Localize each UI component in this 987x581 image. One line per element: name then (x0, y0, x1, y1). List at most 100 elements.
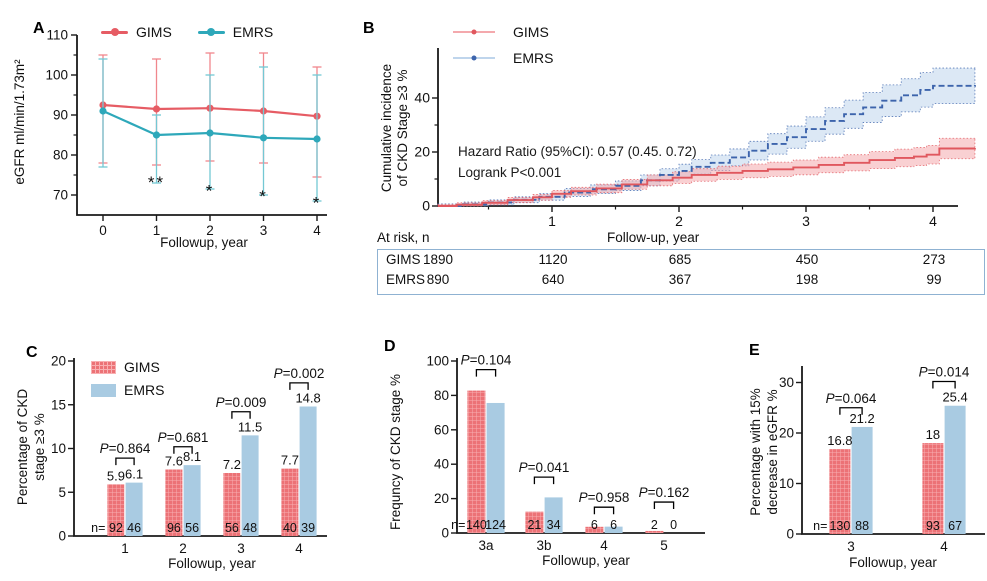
svg-text:n=: n= (91, 521, 105, 535)
svg-text:3: 3 (847, 539, 855, 554)
svg-text:20: 20 (434, 491, 449, 506)
svg-text:2: 2 (206, 223, 214, 238)
svg-text:34: 34 (547, 518, 561, 532)
svg-text:5: 5 (660, 538, 668, 553)
svg-text:16.8: 16.8 (827, 433, 852, 448)
panel-label-d: D (384, 338, 396, 355)
svg-text:3: 3 (260, 223, 268, 238)
legend-panel-c: GIMS EMRS (91, 359, 164, 398)
svg-text:100: 100 (426, 354, 449, 369)
panel-label-c: C (26, 344, 38, 361)
logrank-line: Logrank P<0.001 (458, 165, 562, 180)
svg-text:P=0.064: P=0.064 (826, 391, 877, 406)
svg-text:7.2: 7.2 (223, 457, 241, 472)
svg-text:3: 3 (237, 541, 245, 556)
legend-label: GIMS (513, 24, 549, 40)
svg-text:**: ** (148, 173, 165, 192)
svg-text:5: 5 (58, 485, 66, 500)
svg-text:140: 140 (466, 518, 487, 532)
svg-text:110: 110 (46, 28, 68, 43)
svg-text:1: 1 (548, 213, 556, 229)
risk-value: 450 (795, 252, 819, 267)
hazard-ratio-line: Hazard Ratio (95%CI): 0.57 (0.45. 0.72) (458, 144, 697, 159)
svg-text:stage ≥3 %: stage ≥3 % (32, 413, 47, 480)
svg-text:21: 21 (527, 518, 541, 532)
legend-item-emrs: EMRS (453, 50, 553, 66)
svg-text:P=0.681: P=0.681 (158, 430, 209, 445)
svg-text:56: 56 (185, 521, 199, 535)
risk-value: 1120 (538, 252, 568, 267)
panel-label-a: A (33, 20, 45, 37)
series-emrs (98, 58, 322, 202)
svg-text:100: 100 (45, 68, 68, 83)
svg-text:21.2: 21.2 (849, 411, 874, 426)
svg-text:48: 48 (243, 521, 257, 535)
risk-value: 1890 (422, 252, 454, 267)
svg-text:0: 0 (58, 529, 66, 544)
svg-text:P=0.009: P=0.009 (216, 395, 267, 410)
svg-text:40: 40 (414, 90, 430, 106)
svg-text:3b: 3b (536, 538, 551, 553)
risk-row-emrs: EMRS 890 640 367 198 99 (378, 272, 984, 290)
svg-text:56: 56 (225, 521, 239, 535)
svg-text:6: 6 (591, 518, 598, 532)
svg-text:90: 90 (53, 108, 68, 123)
svg-text:Percentage with 15%: Percentage with 15% (748, 388, 763, 516)
curve-gims (437, 147, 976, 207)
risk-value: 367 (668, 272, 692, 287)
svg-text:80: 80 (53, 148, 68, 163)
emrs-bar-swatch (91, 383, 116, 397)
svg-text:1: 1 (153, 223, 161, 238)
svg-text:30: 30 (779, 375, 794, 390)
svg-text:7.6: 7.6 (165, 454, 183, 469)
panel-label-e: E (749, 342, 760, 359)
svg-text:P=0.162: P=0.162 (639, 485, 690, 500)
svg-text:P=0.041: P=0.041 (519, 460, 570, 475)
svg-text:46: 46 (127, 521, 141, 535)
svg-text:P=0.014: P=0.014 (919, 364, 970, 379)
risk-value: 198 (795, 272, 819, 287)
svg-text:10: 10 (779, 476, 794, 491)
legend-item-gims: GIMS (91, 359, 164, 375)
svg-text:4: 4 (295, 541, 303, 556)
legend-panel-b: GIMS EMRS (453, 24, 553, 66)
svg-text:4: 4 (313, 223, 321, 238)
svg-text:40: 40 (283, 521, 297, 535)
svg-text:Followup, year: Followup, year (849, 555, 937, 570)
gims-dot-swatch (110, 28, 119, 36)
legend-panel-a: GIMS EMRS (101, 24, 273, 40)
svg-text:5.9: 5.9 (107, 468, 125, 483)
svg-text:25.4: 25.4 (942, 390, 967, 405)
risk-value: 640 (541, 272, 565, 287)
svg-text:of CKD Stage ≥3 %: of CKD Stage ≥3 % (395, 70, 410, 187)
svg-text:60: 60 (434, 422, 449, 437)
risk-row-name: GIMS (386, 252, 421, 267)
svg-text:20: 20 (779, 426, 794, 441)
svg-text:P=0.958: P=0.958 (579, 490, 630, 505)
risk-value: 685 (668, 252, 692, 267)
svg-text:18: 18 (926, 427, 940, 442)
svg-text:39: 39 (301, 521, 315, 535)
risk-table: GIMS 1890 1120 685 450 273 EMRS 890 640 … (377, 249, 985, 295)
svg-text:6: 6 (610, 518, 617, 532)
legend-label: EMRS (513, 50, 554, 66)
risk-row-gims: GIMS 1890 1120 685 450 273 (378, 252, 984, 270)
svg-text:40: 40 (434, 457, 449, 472)
gims-line-swatch (101, 28, 128, 36)
svg-text:Followup, year: Followup, year (168, 556, 256, 571)
svg-text:1: 1 (121, 541, 129, 556)
svg-text:130: 130 (829, 519, 850, 533)
legend-item-gims: GIMS (453, 24, 553, 40)
svg-text:0: 0 (786, 527, 794, 542)
svg-text:n=: n= (451, 518, 465, 532)
svg-text:2: 2 (179, 541, 187, 556)
risk-value: 273 (922, 252, 946, 267)
svg-text:n=: n= (813, 519, 827, 533)
svg-text:4: 4 (940, 539, 948, 554)
emrs-dot-swatch (471, 55, 477, 61)
svg-text:0: 0 (670, 518, 677, 532)
svg-text:3: 3 (802, 213, 810, 229)
svg-text:Cumulative incidence: Cumulative incidence (379, 64, 394, 192)
risk-table-title: At risk, n (377, 230, 430, 245)
legend-label: EMRS (232, 24, 274, 40)
